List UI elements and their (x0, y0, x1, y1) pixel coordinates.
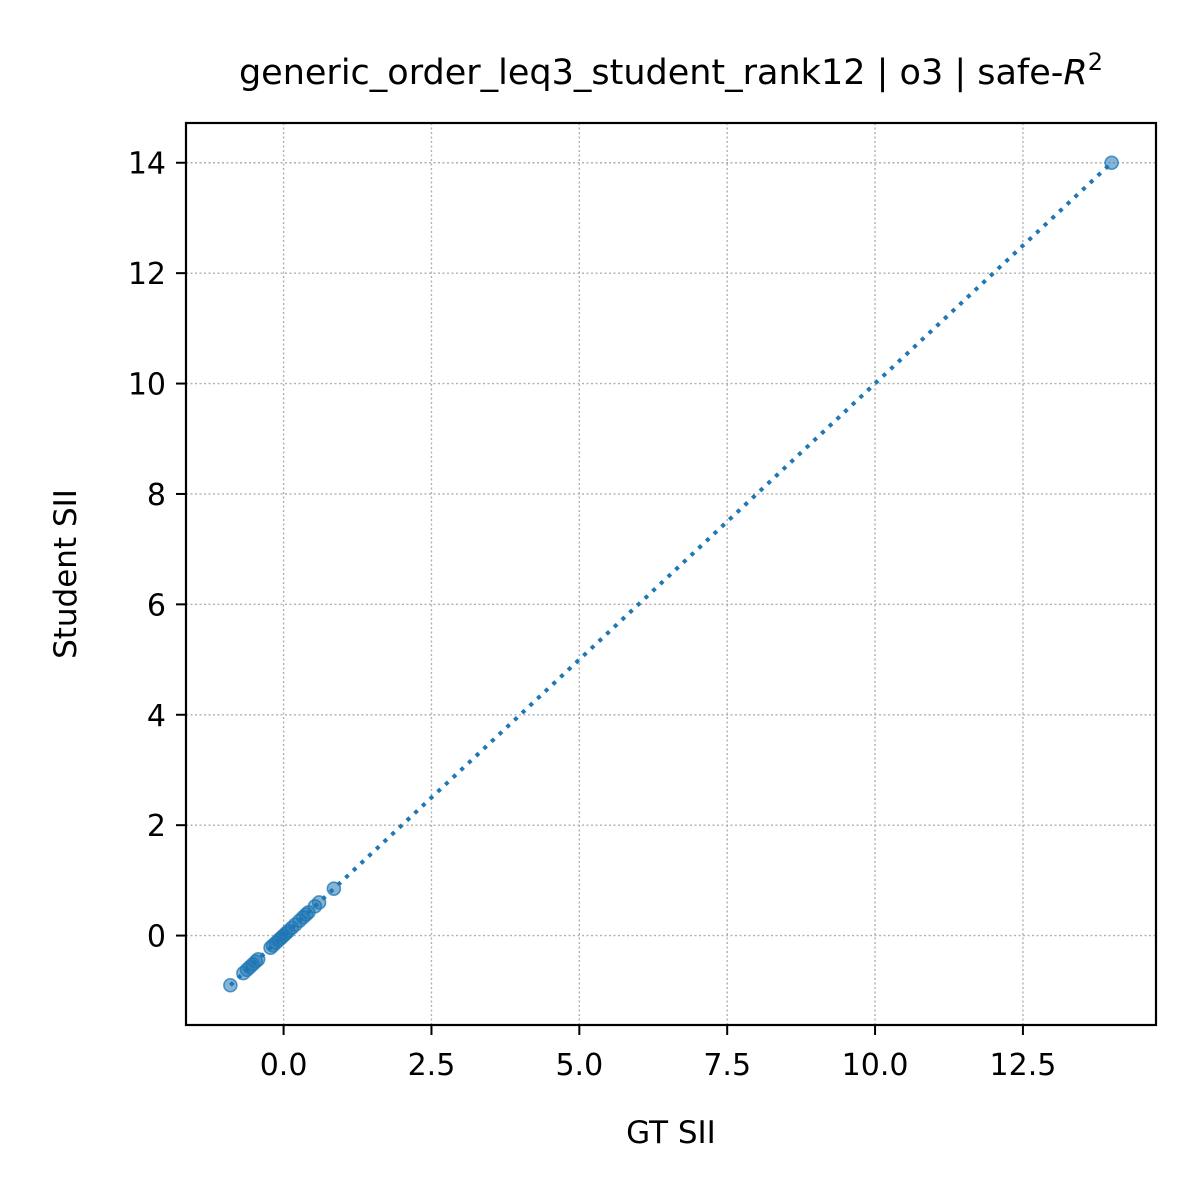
y-axis-label: Student SII (48, 489, 84, 659)
y-tick-label: 2 (147, 809, 166, 844)
x-tick-label: 5.0 (555, 1048, 603, 1083)
x-tick-label: 12.5 (990, 1048, 1057, 1083)
reference-line (228, 161, 1114, 987)
title-superscript: 2 (1088, 48, 1103, 76)
diagonal-dotted-line (228, 161, 1114, 987)
scatter-point (326, 881, 342, 896)
x-tick-label: 10.0 (842, 1048, 909, 1083)
title-math-symbol: R (1063, 53, 1087, 93)
y-tick-label: 6 (147, 588, 166, 623)
data-points (223, 155, 1119, 993)
y-tick-label: 4 (147, 699, 166, 734)
y-tick-label: 14 (128, 147, 166, 182)
x-axis-label: GT SII (626, 1115, 716, 1151)
x-axis-ticks: 0.0 2.5 5.0 7.5 10.0 12.5 (260, 1025, 1057, 1083)
plot-frame (184, 121, 1158, 1027)
grid-lines (186, 123, 1156, 1025)
scatter-point (311, 895, 327, 910)
scatter-point (1104, 155, 1119, 171)
x-tick-label: 0.0 (260, 1048, 308, 1083)
chart-title: generic_order_leq3_student_rank12 | o3 |… (239, 48, 1103, 93)
x-tick-label: 2.5 (408, 1048, 456, 1083)
y-axis-ticks: 0 2 4 6 8 10 12 14 (128, 147, 186, 955)
scatter-point (250, 952, 266, 967)
y-tick-label: 8 (147, 478, 166, 513)
scatter-point (223, 977, 238, 993)
y-tick-label: 10 (128, 368, 166, 403)
x-tick-label: 7.5 (703, 1048, 751, 1083)
y-tick-label: 12 (128, 257, 166, 292)
y-tick-label: 0 (147, 920, 166, 955)
